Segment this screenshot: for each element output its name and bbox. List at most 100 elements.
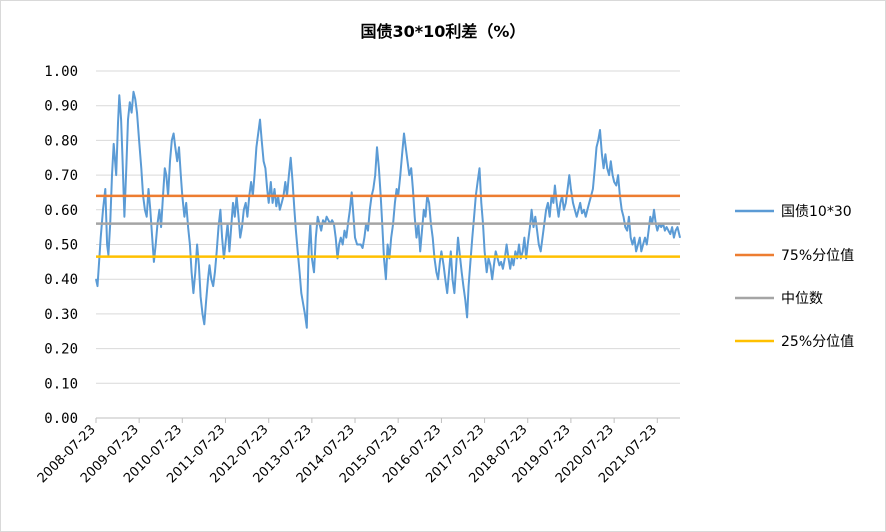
data-point <box>565 202 567 204</box>
data-point <box>525 257 527 259</box>
data-point <box>487 257 490 259</box>
data-point <box>523 236 526 239</box>
data-point <box>234 216 236 218</box>
data-point <box>153 261 155 263</box>
data-point <box>245 202 247 204</box>
data-point <box>336 257 339 259</box>
data-point <box>442 264 445 266</box>
data-point <box>486 271 488 273</box>
data-point <box>246 216 249 218</box>
y-tick-label: 0.50 <box>44 238 78 254</box>
data-point <box>480 202 482 204</box>
data-point <box>317 216 319 218</box>
data-point <box>383 257 385 259</box>
data-point <box>579 202 581 204</box>
data-point <box>647 230 650 232</box>
data-point <box>608 174 610 176</box>
data-point <box>272 202 274 204</box>
data-point <box>406 160 409 162</box>
data-point <box>554 184 556 187</box>
data-point <box>241 226 243 228</box>
data-point <box>457 236 459 239</box>
data-point <box>232 202 234 204</box>
data-point <box>194 271 196 273</box>
data-point <box>424 216 427 218</box>
data-point <box>210 278 212 280</box>
data-point <box>138 139 140 141</box>
data-point <box>522 250 524 253</box>
data-point <box>635 250 637 253</box>
data-point <box>216 250 218 253</box>
y-tick-label: 1.00 <box>44 64 78 80</box>
data-point <box>664 230 666 232</box>
data-point <box>349 209 351 211</box>
data-point <box>221 236 223 239</box>
data-point <box>639 236 641 239</box>
data-point <box>621 209 623 211</box>
data-point <box>385 278 387 280</box>
data-point <box>478 167 481 169</box>
data-point <box>111 174 113 176</box>
data-point <box>628 216 630 218</box>
data-point <box>255 146 258 148</box>
data-point <box>396 188 398 190</box>
data-point <box>576 216 578 218</box>
data-point <box>520 257 522 259</box>
data-point <box>624 226 626 228</box>
data-point <box>369 209 371 211</box>
data-point <box>191 271 193 273</box>
data-point <box>483 250 486 253</box>
data-point <box>352 216 355 218</box>
data-point <box>118 94 120 96</box>
data-point <box>626 230 628 232</box>
data-point <box>356 243 358 246</box>
data-point <box>104 188 106 190</box>
data-point <box>453 292 456 294</box>
data-point <box>401 153 403 155</box>
data-point <box>307 250 310 253</box>
data-point <box>504 257 506 259</box>
chart-title: 国债30*10利差（%） <box>360 22 526 41</box>
data-point <box>433 257 436 259</box>
data-point <box>505 243 508 246</box>
data-point <box>601 153 603 155</box>
data-point <box>455 264 457 266</box>
data-point <box>354 236 356 239</box>
data-point <box>421 230 423 232</box>
data-point <box>388 257 391 259</box>
data-point <box>489 264 491 266</box>
data-point <box>224 243 227 246</box>
data-point <box>597 139 599 141</box>
data-point <box>228 250 230 253</box>
data-point <box>273 188 276 190</box>
data-point <box>342 243 344 246</box>
data-point <box>320 230 322 232</box>
data-point <box>432 236 434 239</box>
data-point <box>185 202 187 204</box>
data-point <box>127 118 129 121</box>
data-point <box>343 230 346 232</box>
data-point <box>275 205 277 207</box>
legend-label: 中位数 <box>781 291 823 307</box>
data-point <box>180 174 182 176</box>
data-point <box>603 167 605 169</box>
data-point <box>390 236 392 239</box>
data-point <box>471 236 473 239</box>
data-point <box>468 285 470 287</box>
y-tick-label: 0.60 <box>44 203 78 219</box>
data-point <box>196 243 198 246</box>
x-axis: 2008-07-232009-07-232010-07-232011-07-23… <box>35 417 680 486</box>
data-point <box>207 278 209 280</box>
data-point <box>566 188 569 190</box>
data-point <box>512 264 515 266</box>
data-point <box>563 209 565 211</box>
y-tick-label: 0.40 <box>44 272 78 288</box>
data-point <box>394 202 396 204</box>
data-point <box>410 167 412 169</box>
data-point <box>557 216 560 218</box>
data-point <box>437 278 439 280</box>
data-point <box>187 226 189 228</box>
data-point <box>448 271 450 273</box>
data-point <box>595 146 598 148</box>
data-point <box>568 174 570 176</box>
